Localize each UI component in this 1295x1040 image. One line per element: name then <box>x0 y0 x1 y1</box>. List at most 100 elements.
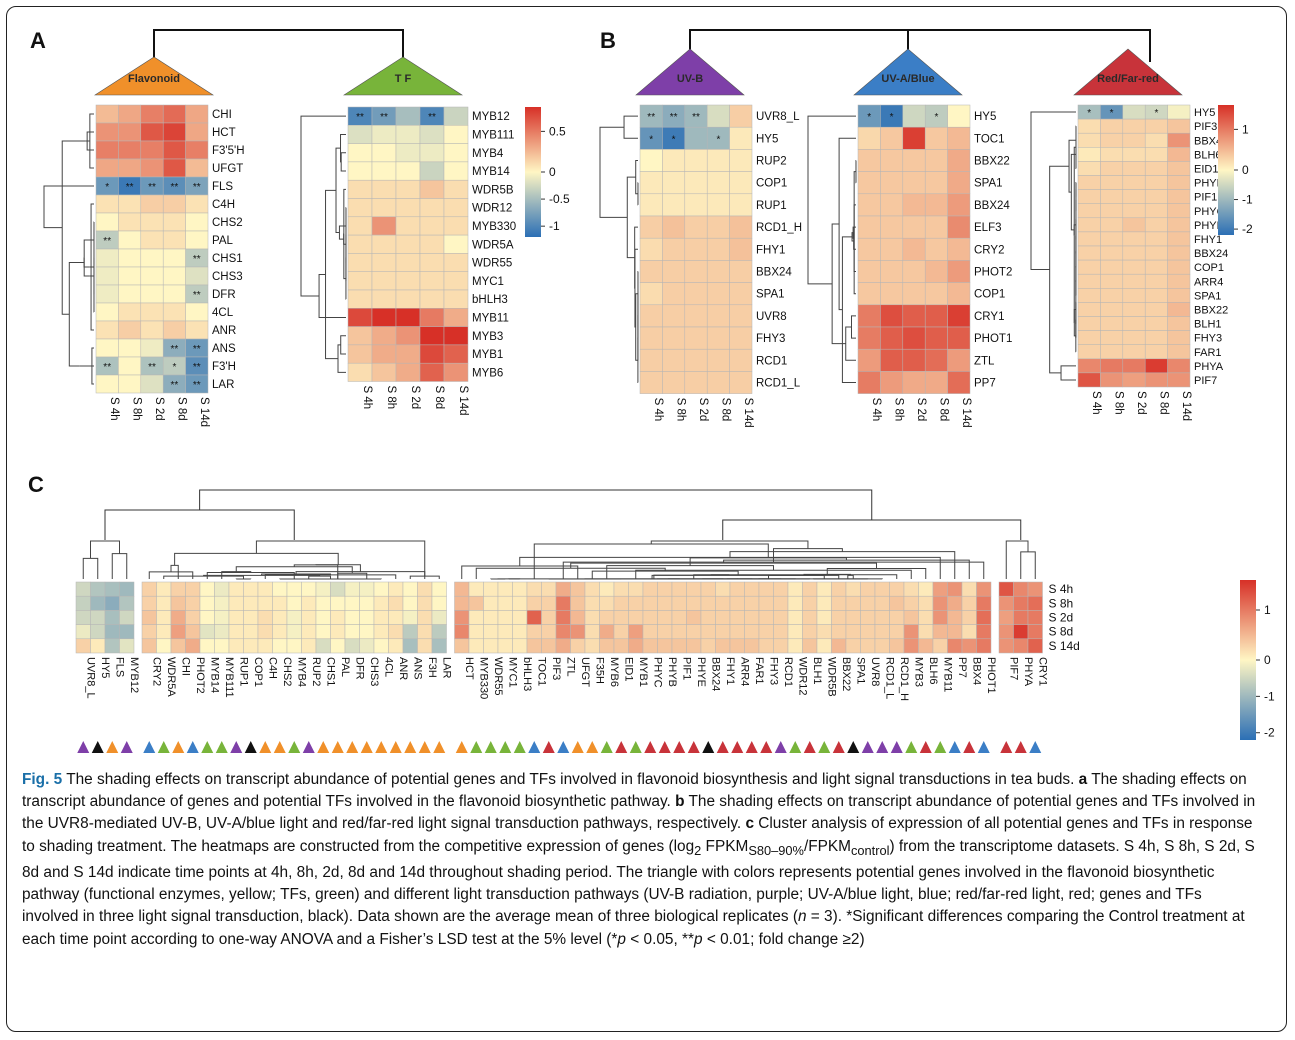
cluster-column-label-bbx22: BBX22 <box>840 657 852 691</box>
category-triangle-three_pathways <box>702 741 715 753</box>
heatmap-cell <box>1167 358 1191 374</box>
cluster-heatmap-cell <box>932 638 948 654</box>
category-triangle-red_farred <box>1000 741 1013 753</box>
caption-c-label: c <box>745 815 754 833</box>
heatmap-cell <box>902 260 926 283</box>
heatmap-cell <box>371 344 397 364</box>
cluster-heatmap-cell <box>816 638 832 654</box>
heatmap-cell <box>162 194 186 214</box>
row-label-phyb: PHYB <box>1194 178 1224 190</box>
cluster-heatmap-cell <box>497 610 513 625</box>
heatmap-cell <box>140 194 164 214</box>
row-label-rcd1-l: RCD1_L <box>756 378 801 390</box>
row-label-spa1: SPA1 <box>756 289 785 301</box>
cluster-heatmap-cell <box>541 624 557 640</box>
panel-label-a: A <box>30 28 46 53</box>
panel-label-c: C <box>28 472 44 497</box>
heatmap-cell <box>95 338 119 358</box>
cluster-heatmap-cell <box>998 624 1014 640</box>
heatmap-cell <box>1077 175 1101 190</box>
row-dendrogram <box>340 335 346 355</box>
row-dendrogram <box>1070 153 1076 231</box>
heatmap-cell <box>639 326 663 350</box>
heatmap-cell <box>1167 344 1191 360</box>
heatmap-cell <box>1144 316 1168 331</box>
heatmap-cell <box>118 158 142 178</box>
heatmap-cell <box>395 234 421 254</box>
cluster-heatmap-cell <box>431 581 447 597</box>
cluster-heatmap-cell <box>961 624 977 640</box>
cluster-heatmap-cell <box>874 595 890 611</box>
heatmap-cell <box>902 149 926 172</box>
cluster-heatmap-cell <box>315 581 331 597</box>
heatmap-cell <box>880 348 904 372</box>
cluster-column-label-myb3: MYB3 <box>912 657 924 687</box>
cluster-heatmap-cell <box>976 638 992 654</box>
heatmap-cell <box>662 215 686 239</box>
heatmap-cell <box>443 179 469 199</box>
heatmap-cell <box>95 104 119 124</box>
cluster-column-label-phya: PHYA <box>1022 657 1034 687</box>
significance-star: ** <box>647 112 655 123</box>
heatmap-cell <box>1100 231 1124 247</box>
row-dendrogram <box>340 152 346 172</box>
cluster-column-label-chs1: CHS1 <box>324 657 336 686</box>
row-dendrogram <box>335 147 341 234</box>
heatmap-cell <box>924 237 948 261</box>
cluster-column-dendrogram <box>826 568 927 579</box>
significance-star: ** <box>356 112 364 123</box>
cluster-heatmap-cell <box>932 581 948 597</box>
cluster-heatmap-cell <box>998 595 1014 611</box>
caption-c-text: Cluster analysis of expression of all po… <box>22 815 1253 855</box>
cluster-column-label-phyb: PHYB <box>666 657 678 687</box>
heatmap-cell <box>1167 132 1191 148</box>
category-triangle-flavonoid <box>389 741 402 753</box>
cluster-heatmap-cell <box>889 624 905 640</box>
caption-c-text6: < 0.05, ** <box>625 930 695 948</box>
cluster-heatmap-cell <box>272 610 288 625</box>
heatmap-cell <box>729 126 753 150</box>
cluster-heatmap-cell <box>642 581 658 597</box>
cluster-heatmap-cell <box>104 624 120 640</box>
heatmap-cell <box>347 143 373 163</box>
cluster-heatmap-cell <box>431 638 447 654</box>
category-triangle-flavonoid <box>346 741 359 753</box>
cluster-heatmap-cell <box>802 610 818 625</box>
heatmap-cell <box>706 215 730 239</box>
cluster-heatmap-cell <box>700 638 716 654</box>
category-triangle-uva_blue <box>1029 741 1042 753</box>
heatmap-cell <box>1122 372 1146 388</box>
column-label-s-4h: S 4h <box>870 398 882 422</box>
heatmap-cell <box>1077 259 1101 275</box>
cluster-heatmap-cell <box>257 581 273 597</box>
cluster-heatmap-cell <box>243 581 259 597</box>
cluster-heatmap-cell <box>570 610 586 625</box>
heatmap-cell <box>185 320 209 340</box>
heatmap-cell <box>684 171 708 195</box>
group-title-uva-blue: UV-A/Blue <box>881 73 934 85</box>
group-title-red-farred: Red/Far-red <box>1097 73 1159 85</box>
heatmap-cell <box>639 171 663 195</box>
cluster-heatmap-cell <box>402 624 418 640</box>
heatmap-cell <box>1100 189 1124 204</box>
cluster-heatmap-cell <box>301 581 317 597</box>
cluster-heatmap-cell <box>286 638 302 654</box>
panel-b-top-dendrogram <box>689 29 1151 62</box>
category-triangle-tf <box>288 741 301 753</box>
category-triangle-flavonoid <box>433 741 446 753</box>
heatmap-cell <box>419 271 445 291</box>
cluster-heatmap-cell <box>642 610 658 625</box>
heatmap-cell <box>684 304 708 328</box>
panel-a-legend-tick-label: -1 <box>549 219 560 233</box>
category-triangle-tf <box>818 741 831 753</box>
row-label-f3-5-h: F3'5'H <box>212 145 245 157</box>
heatmap-cell <box>347 125 373 144</box>
cluster-column-label-uvr8-l: UVR8_L <box>84 657 96 699</box>
category-triangle-red_farred <box>1014 741 1027 753</box>
heatmap-cell <box>118 374 142 394</box>
significance-star: ** <box>193 344 201 355</box>
cluster-heatmap-cell <box>903 638 919 654</box>
cluster-heatmap-cell <box>773 638 789 654</box>
heatmap-cell <box>1077 132 1101 148</box>
cluster-heatmap-cell <box>555 638 571 654</box>
